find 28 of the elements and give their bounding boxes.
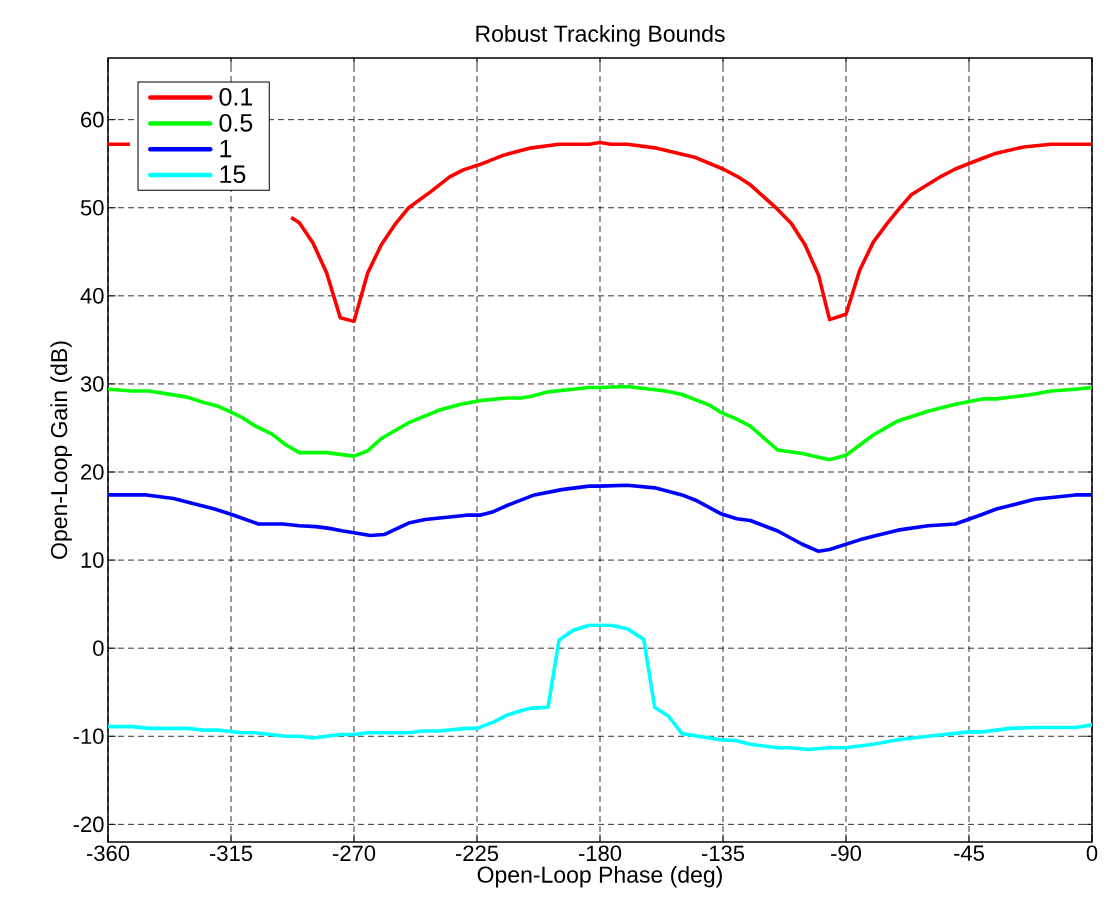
y-tick-label: 10 — [81, 552, 104, 568]
x-axis-title: Open-Loop Phase (deg) — [477, 865, 722, 888]
legend-label: 1 — [220, 139, 232, 158]
legend-label: 15 — [220, 165, 246, 184]
legend-label: 0.1 — [219, 88, 253, 106]
legend-label: 0.5 — [219, 113, 253, 132]
y-tick-label: 60 — [81, 111, 104, 128]
x-tick-label: -225 — [455, 845, 499, 862]
line-series — [108, 623, 1092, 752]
x-tick-label: -45 — [954, 845, 984, 861]
x-tick-label: -90 — [831, 845, 862, 862]
y-tick-label: -20 — [73, 816, 104, 833]
line-series — [108, 483, 1092, 554]
y-tick-label: 30 — [80, 376, 104, 392]
x-tick-label: -360 — [86, 845, 130, 862]
y-tick-label: 40 — [80, 288, 104, 304]
y-tick-label: 0 — [93, 640, 104, 656]
line-series — [108, 384, 1092, 462]
chart-title: Robust Tracking Bounds — [476, 25, 725, 47]
y-axis-title: Open-Loop Gain (dB) — [50, 341, 72, 559]
y-tick-label: 50 — [80, 199, 104, 216]
x-tick-label: -315 — [209, 845, 253, 862]
x-tick-label: -180 — [578, 845, 622, 862]
x-tick-label: -135 — [701, 845, 745, 862]
x-tick-label: -270 — [332, 845, 376, 862]
y-tick-label: -10 — [73, 728, 104, 745]
x-tick-label: 0 — [1086, 845, 1098, 862]
y-tick-label: 20 — [81, 464, 104, 480]
